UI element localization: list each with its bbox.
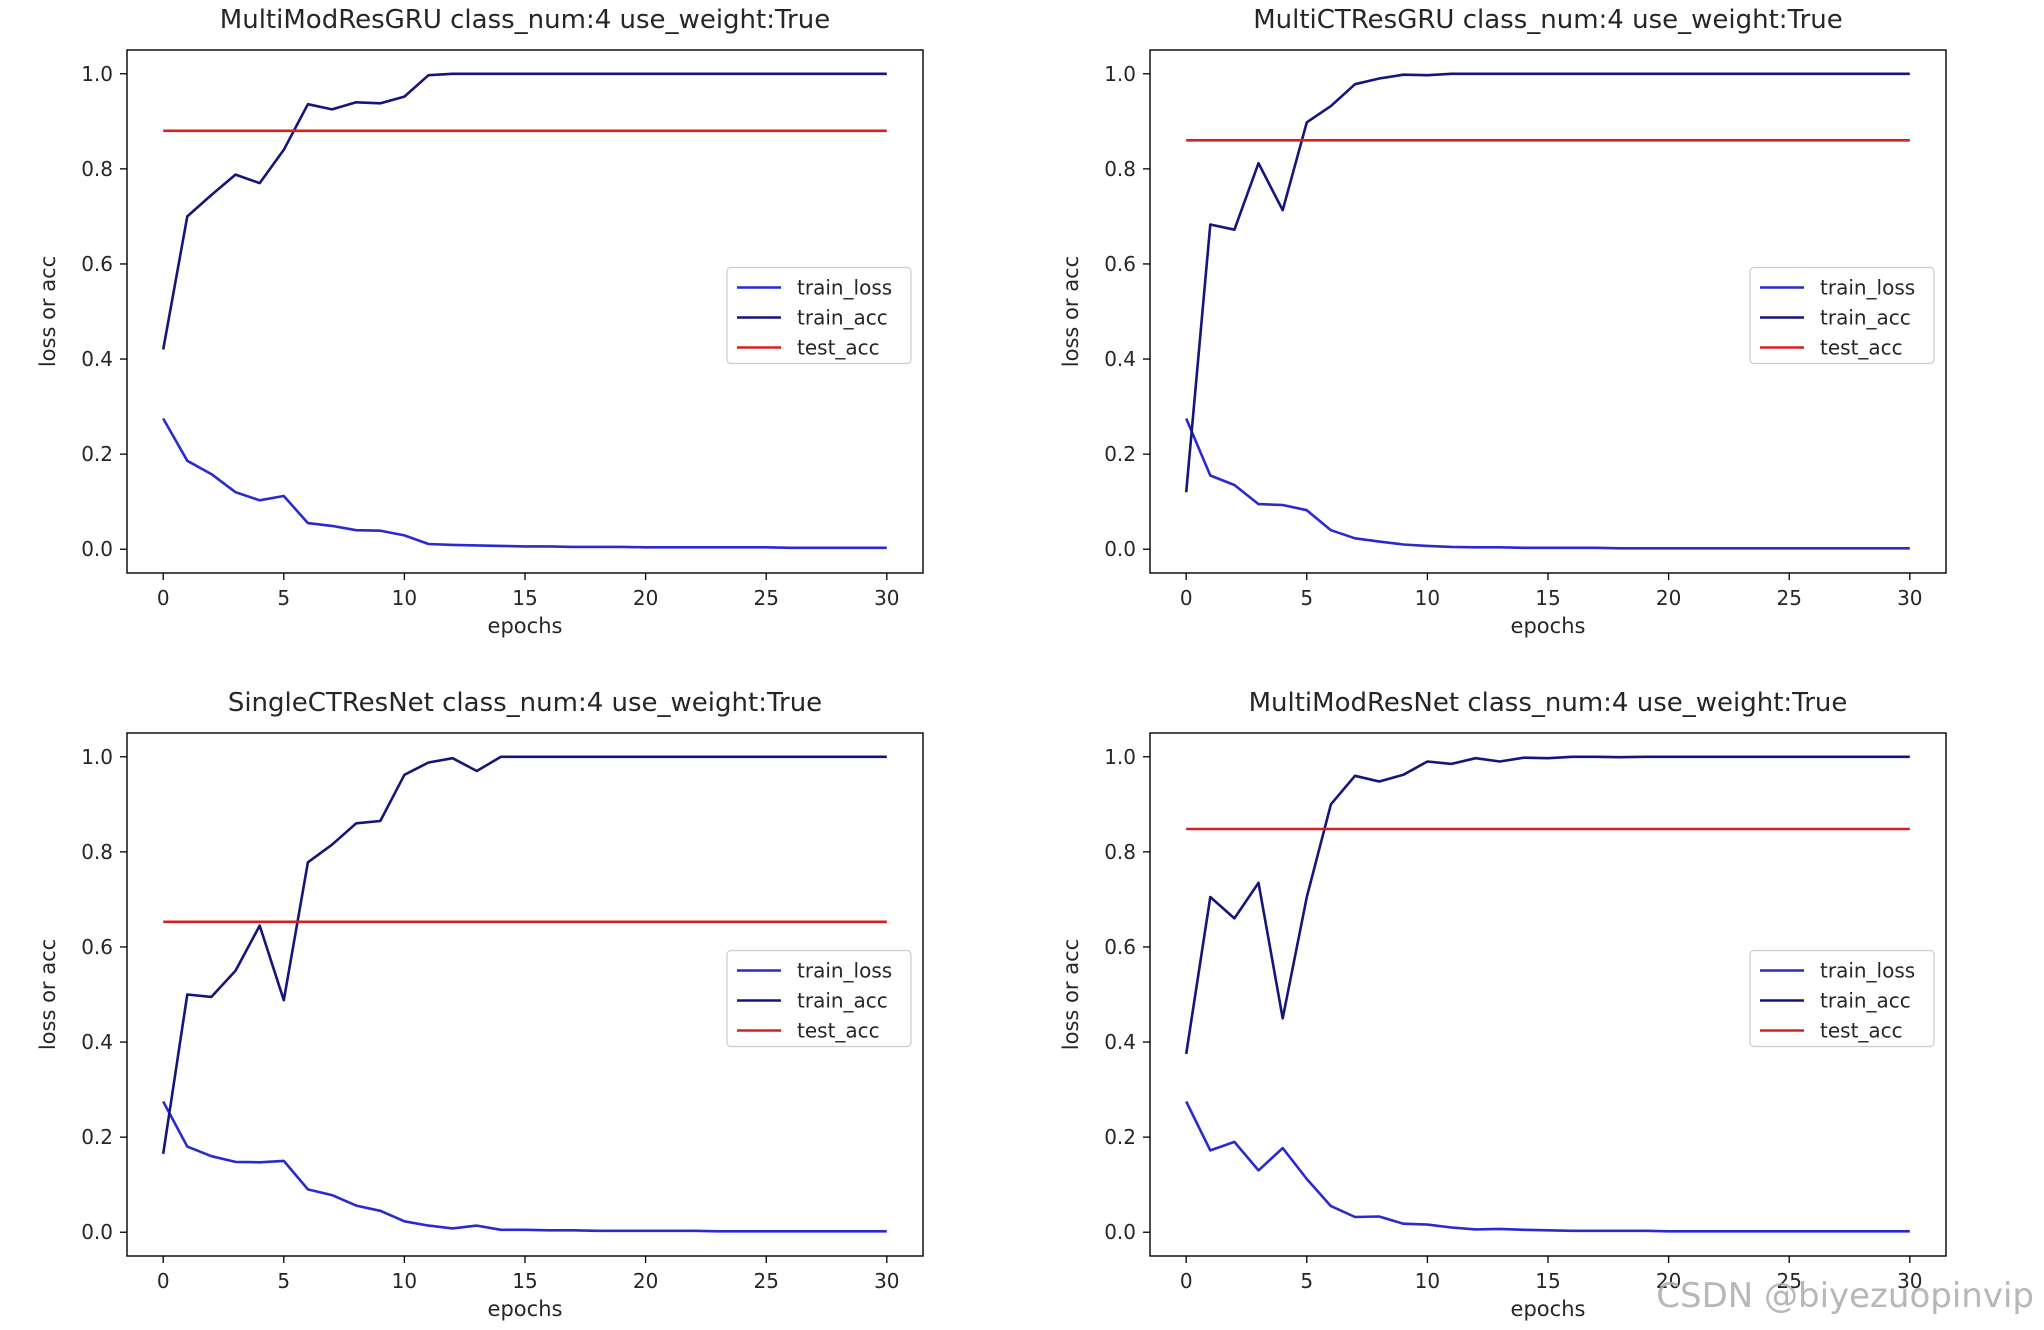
x-tick-label: 20	[633, 586, 658, 610]
watermark: CSDN @biyezuopinvip	[1656, 1276, 2034, 1316]
x-tick-label: 25	[1776, 1269, 1801, 1293]
y-tick-label: 0.6	[1104, 935, 1136, 959]
x-tick-label: 10	[1415, 586, 1440, 610]
x-tick-label: 0	[1180, 1269, 1193, 1293]
legend-box	[726, 266, 912, 365]
y-tick-label: 0.8	[81, 840, 113, 864]
x-tick-label: 20	[1656, 586, 1681, 610]
legend: train_loss train_acc test_acc	[726, 266, 912, 365]
y-tick-label: 0.4	[1104, 1030, 1136, 1054]
y-tick-label: 1.0	[81, 62, 113, 86]
y-tick-label: 0.2	[1104, 1125, 1136, 1149]
x-tick-label: 5	[1300, 586, 1313, 610]
x-tick-label: 5	[1300, 1269, 1313, 1293]
y-tick-label: 0.2	[81, 442, 113, 466]
series-line-train-acc	[1184, 72, 1910, 493]
legend-label: test_acc	[797, 1019, 880, 1043]
x-tick-label: 15	[1535, 586, 1560, 610]
y-axis-label: loss or acc	[36, 256, 60, 367]
subplot-3: SingleCTResNet class_num:4 use_weight:Tr…	[36, 688, 924, 1321]
legend-box	[1749, 949, 1935, 1048]
series-line-train-loss	[162, 1100, 887, 1233]
x-axis-label: epochs	[1511, 1297, 1586, 1321]
subplot-2: MultiCTResGRU class_num:4 use_weight:Tru…	[1059, 5, 1947, 638]
subplot-4: MultiModResNet class_num:4 use_weight:Tr…	[1059, 688, 1947, 1321]
y-tick-label: 0.0	[1104, 537, 1136, 561]
legend: train_loss train_acc test_acc	[726, 949, 912, 1048]
series-line-train-loss	[1185, 417, 1910, 550]
x-tick-label: 25	[1776, 586, 1801, 610]
legend-label: train_loss	[1820, 276, 1915, 300]
x-tick-label: 30	[874, 586, 899, 610]
y-tick-label: 0.6	[81, 935, 113, 959]
legend-label: train_acc	[1820, 306, 1911, 330]
legend: train_loss train_acc test_acc	[1749, 266, 1935, 365]
x-tick-label: 15	[512, 1269, 537, 1293]
y-tick-label: 0.8	[1104, 840, 1136, 864]
series-line-train-loss	[162, 417, 887, 550]
series-line-train-acc	[161, 755, 887, 1154]
y-tick-label: 1.0	[1104, 62, 1136, 86]
x-tick-label: 15	[1535, 1269, 1560, 1293]
x-axis-label: epochs	[488, 1297, 563, 1321]
x-tick-label: 5	[277, 1269, 290, 1293]
legend: train_loss train_acc test_acc	[1749, 949, 1935, 1048]
legend-label: train_loss	[797, 959, 892, 983]
series-line-train-acc	[161, 72, 887, 350]
x-tick-label: 25	[753, 1269, 778, 1293]
chart-title: MultiModResGRU class_num:4 use_weight:Tr…	[220, 5, 830, 35]
x-tick-label: 5	[277, 586, 290, 610]
x-tick-label: 0	[157, 1269, 170, 1293]
chart-title: MultiModResNet class_num:4 use_weight:Tr…	[1249, 688, 1848, 718]
legend-label: test_acc	[1820, 336, 1903, 360]
x-tick-label: 20	[1656, 1269, 1681, 1293]
y-tick-label: 0.6	[81, 252, 113, 276]
x-axis-label: epochs	[1511, 614, 1586, 638]
y-tick-label: 0.2	[81, 1125, 113, 1149]
y-tick-label: 0.0	[1104, 1220, 1136, 1244]
series-line-train-loss	[1185, 1100, 1910, 1233]
subplot-1: MultiModResGRU class_num:4 use_weight:Tr…	[36, 5, 924, 638]
x-tick-label: 10	[392, 1269, 417, 1293]
y-axis-label: loss or acc	[36, 939, 60, 1050]
y-tick-label: 0.8	[81, 157, 113, 181]
x-axis-label: epochs	[488, 614, 563, 638]
y-tick-label: 0.8	[1104, 157, 1136, 181]
x-tick-label: 10	[1415, 1269, 1440, 1293]
x-tick-label: 30	[1897, 586, 1922, 610]
legend-label: train_acc	[797, 306, 888, 330]
y-axis-label: loss or acc	[1059, 256, 1083, 367]
y-tick-label: 0.6	[1104, 252, 1136, 276]
x-tick-label: 10	[392, 586, 417, 610]
chart-title: SingleCTResNet class_num:4 use_weight:Tr…	[228, 688, 822, 718]
y-tick-label: 1.0	[1104, 745, 1136, 769]
legend-label: train_loss	[1820, 959, 1915, 983]
legend-label: train_loss	[797, 276, 892, 300]
x-tick-label: 30	[874, 1269, 899, 1293]
y-tick-label: 1.0	[81, 745, 113, 769]
y-tick-label: 0.4	[1104, 347, 1136, 371]
y-axis-label: loss or acc	[1059, 939, 1083, 1050]
x-tick-label: 30	[1897, 1269, 1922, 1293]
legend-label: train_acc	[797, 989, 888, 1013]
chart-title: MultiCTResGRU class_num:4 use_weight:Tru…	[1253, 5, 1843, 35]
legend-box	[1749, 266, 1935, 365]
x-tick-label: 25	[753, 586, 778, 610]
y-tick-label: 0.2	[1104, 442, 1136, 466]
y-tick-label: 0.0	[81, 537, 113, 561]
x-tick-label: 0	[1180, 586, 1193, 610]
y-tick-label: 0.4	[81, 1030, 113, 1054]
legend-label: test_acc	[1820, 1019, 1903, 1043]
x-tick-label: 0	[157, 586, 170, 610]
y-tick-label: 0.0	[81, 1220, 113, 1244]
x-tick-label: 15	[512, 586, 537, 610]
x-tick-label: 20	[633, 1269, 658, 1293]
y-tick-label: 0.4	[81, 347, 113, 371]
legend-label: train_acc	[1820, 989, 1911, 1013]
legend-box	[726, 949, 912, 1048]
legend-label: test_acc	[797, 336, 880, 360]
series-line-train-acc	[1184, 755, 1910, 1055]
